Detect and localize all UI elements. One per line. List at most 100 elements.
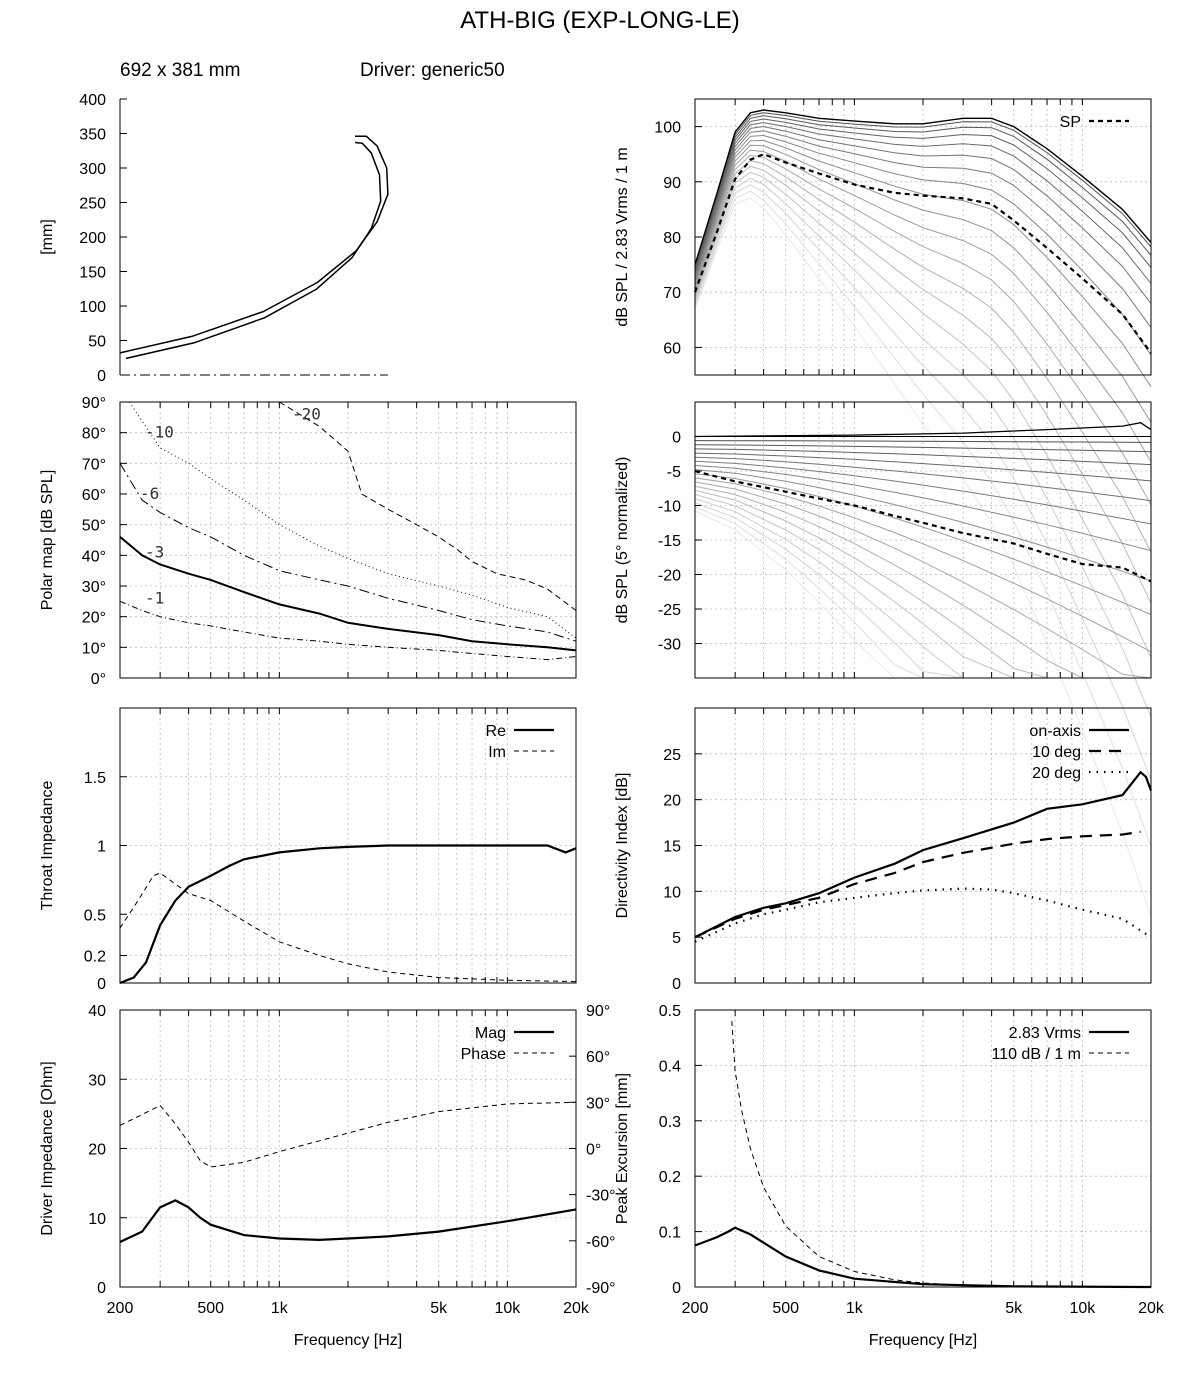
- plot-layer: 050100150200250300350400[mm]60708090100d…: [39, 92, 1165, 1317]
- excursion-283v-line: [694, 1226, 1152, 1289]
- y-tick-label: 0°: [91, 671, 106, 688]
- normalized-offaxis-line: [694, 465, 1152, 552]
- y-tick-label: 100: [79, 299, 106, 316]
- plot-frame: [694, 401, 1152, 679]
- profile-wall-line: [125, 141, 382, 360]
- y-tick-label: 10: [88, 1211, 106, 1228]
- x-axis-label-left: Frequency [Hz]: [294, 1332, 402, 1349]
- y-axis-title: Peak Excursion [mm]: [614, 1073, 631, 1224]
- y-tick-label: 350: [79, 127, 106, 144]
- y-tick-label: 0: [672, 1280, 681, 1297]
- y-tick-label: 80: [663, 230, 681, 247]
- y-tick-label: -25: [658, 602, 681, 619]
- y-tick-label: 200: [79, 230, 106, 247]
- y-tick-label: 90: [663, 175, 681, 192]
- y-tick-label: 60°: [82, 487, 106, 504]
- y-tick-label: 10: [663, 884, 681, 901]
- x-tick-label: 500: [197, 1300, 224, 1317]
- y-tick-label: 250: [79, 196, 106, 213]
- polar-contour-minus10: [128, 401, 577, 639]
- y2-tick-label: -90°: [586, 1280, 616, 1297]
- polar-contour-minus3: [119, 536, 577, 652]
- legend-label: 110 dB / 1 m: [991, 1046, 1081, 1063]
- legend-label: Mag: [475, 1025, 506, 1042]
- y-tick-label: 0.2: [659, 1169, 681, 1186]
- y-tick-label: -30: [658, 637, 681, 654]
- y-tick-label: 0.1: [659, 1225, 681, 1242]
- x-axis-label-right: Frequency [Hz]: [869, 1332, 977, 1349]
- normalized-offaxis-line: [694, 440, 1152, 443]
- y-tick-label: 1: [97, 839, 106, 856]
- y-tick-label: 50°: [82, 518, 106, 535]
- y-axis-title: Directivity Index [dB]: [614, 773, 631, 919]
- y-tick-label: 0.2: [84, 949, 106, 966]
- normalized-offaxis-line: [694, 452, 1152, 482]
- spl-offaxis-line: [694, 149, 1152, 462]
- y-tick-label: -20: [658, 568, 681, 585]
- legend-label: 2.83 Vrms: [1009, 1025, 1081, 1042]
- x-tick-label: 20k: [563, 1300, 590, 1317]
- y-tick-label: 80°: [82, 426, 106, 443]
- y-tick-label: 0: [672, 430, 681, 447]
- spl-on-axis-line: [694, 109, 1152, 265]
- impedance-phase-line: [119, 1101, 577, 1168]
- normalized-offaxis-line: [694, 481, 1152, 679]
- y-tick-label: 150: [79, 265, 106, 282]
- y-tick-label: 1.5: [84, 770, 106, 787]
- y-tick-label: -5: [667, 464, 681, 481]
- size-label: 692 x 381 mm: [120, 60, 240, 81]
- normalized-offaxis-line: [694, 477, 1152, 653]
- x-tick-label: 1k: [271, 1300, 289, 1317]
- polar-contour-label: -10: [145, 423, 174, 442]
- y-tick-label: 70: [663, 285, 681, 302]
- spl-offaxis-line: [694, 130, 1152, 328]
- normalized-offaxis-line: [694, 448, 1152, 466]
- spl-offaxis-line: [694, 171, 1152, 659]
- y-axis-title: Polar map [dB SPL]: [39, 470, 56, 611]
- y-tick-label: 0: [97, 368, 106, 385]
- y-tick-label: 0.4: [659, 1058, 681, 1075]
- y-axis-title: Throat Impedance: [39, 780, 56, 910]
- x-tick-label: 1k: [846, 1300, 864, 1317]
- spl-offaxis-line: [694, 112, 1152, 268]
- plot-frame: [694, 707, 1152, 984]
- y2-tick-label: 60°: [586, 1049, 610, 1066]
- x-tick-label: 200: [682, 1300, 709, 1317]
- y-tick-label: 40: [88, 1003, 106, 1020]
- y-tick-label: 15: [663, 839, 681, 856]
- plot-frame: [119, 707, 577, 984]
- driver-label: Driver: generic50: [360, 60, 505, 81]
- spl-offaxis-line: [694, 184, 1152, 780]
- legend-label: 10 deg: [1032, 744, 1081, 761]
- polar-contour-minus1: [119, 600, 577, 661]
- y-tick-label: 400: [79, 92, 106, 109]
- spl-offaxis-line: [694, 190, 1152, 847]
- legend-label: on-axis: [1029, 723, 1081, 740]
- legend-label: Re: [486, 723, 507, 740]
- spl-offaxis-line: [694, 115, 1152, 270]
- plot-frame: [119, 401, 577, 679]
- plot-frame: [694, 1009, 1152, 1288]
- polar-contour-label: -1: [145, 588, 164, 607]
- x-tick-label: 500: [772, 1300, 799, 1317]
- normalized-offaxis-line: [694, 460, 1152, 525]
- directivity-line-on-axis: [694, 770, 1153, 939]
- y2-tick-label: 0°: [586, 1142, 601, 1159]
- y2-tick-label: -30°: [586, 1188, 616, 1205]
- throat-im-line: [119, 872, 577, 983]
- normalized-offaxis-line: [694, 469, 1152, 582]
- excursion-110db-line: [731, 1021, 1152, 1288]
- y-axis-title: dB SPL (5° normalized): [614, 457, 631, 624]
- x-tick-label: 20k: [1138, 1300, 1165, 1317]
- legend-label: SP: [1060, 114, 1081, 131]
- spl-offaxis-line: [694, 144, 1152, 423]
- y-tick-label: -10: [658, 499, 681, 516]
- y-axis-title: [mm]: [39, 219, 56, 255]
- y2-tick-label: -60°: [586, 1234, 616, 1251]
- y-tick-label: 0.5: [84, 907, 106, 924]
- spl-offaxis-line: [694, 154, 1152, 506]
- directivity-line-10-deg: [694, 830, 1141, 939]
- x-tick-label: 5k: [430, 1300, 448, 1317]
- polar-contour-minus20: [279, 401, 577, 611]
